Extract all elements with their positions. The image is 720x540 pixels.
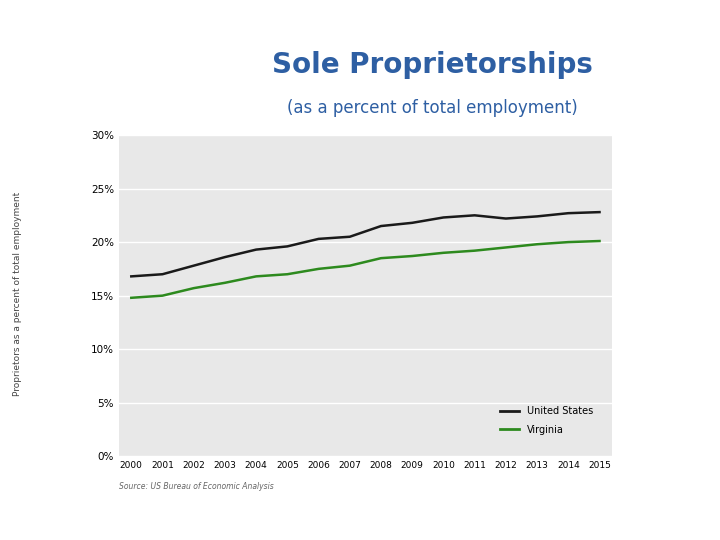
Text: Source: US Bureau of Economic Analysis: Source: US Bureau of Economic Analysis bbox=[119, 482, 274, 491]
Text: 56: 56 bbox=[662, 488, 688, 506]
Text: (: ( bbox=[636, 482, 646, 510]
Text: (as a percent of total employment): (as a percent of total employment) bbox=[287, 99, 577, 117]
Text: Sole Proprietorships: Sole Proprietorships bbox=[271, 51, 593, 79]
Text: ): ) bbox=[704, 482, 714, 510]
Text: Proprietors as a percent of total employment: Proprietors as a percent of total employ… bbox=[14, 192, 22, 396]
Legend: United States, Virginia: United States, Virginia bbox=[496, 402, 598, 438]
